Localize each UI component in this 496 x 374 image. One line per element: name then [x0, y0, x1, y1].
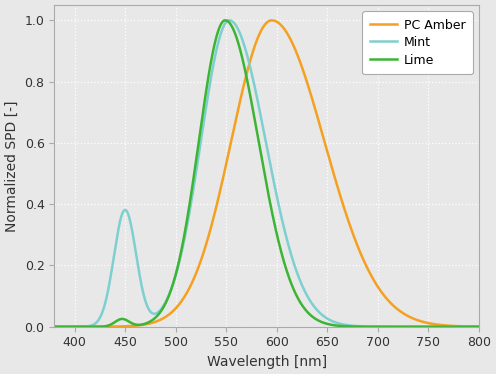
Mint: [464, 325, 470, 329]
Mint: [386, 325, 392, 329]
Mint: [51, 325, 57, 329]
Y-axis label: Normalized SPD [-]: Normalized SPD [-]: [5, 100, 19, 232]
PC Amber: [464, 324, 470, 329]
PC Amber: [269, 18, 275, 22]
Mint: [247, 63, 253, 68]
X-axis label: Wavelength [nm]: Wavelength [nm]: [206, 355, 327, 369]
Lime: [247, 91, 253, 95]
Lime: [258, 152, 264, 157]
Lime: [222, 18, 228, 22]
Line: Lime: Lime: [54, 20, 479, 327]
Lime: [51, 325, 57, 329]
PC Amber: [73, 325, 79, 329]
Lime: [464, 325, 470, 329]
PC Amber: [258, 29, 264, 34]
Lime: [476, 325, 482, 329]
Line: Mint: Mint: [54, 20, 479, 327]
Line: PC Amber: PC Amber: [54, 20, 479, 327]
Mint: [476, 325, 482, 329]
PC Amber: [386, 299, 392, 303]
Mint: [258, 115, 264, 120]
Lime: [73, 325, 79, 329]
PC Amber: [247, 61, 252, 65]
PC Amber: [476, 324, 482, 329]
PC Amber: [51, 325, 57, 329]
Mint: [73, 325, 79, 329]
Legend: PC Amber, Mint, Lime: PC Amber, Mint, Lime: [363, 11, 473, 74]
Lime: [386, 325, 392, 329]
Mint: [464, 325, 470, 329]
PC Amber: [464, 324, 470, 329]
Lime: [464, 325, 470, 329]
Mint: [226, 18, 232, 22]
